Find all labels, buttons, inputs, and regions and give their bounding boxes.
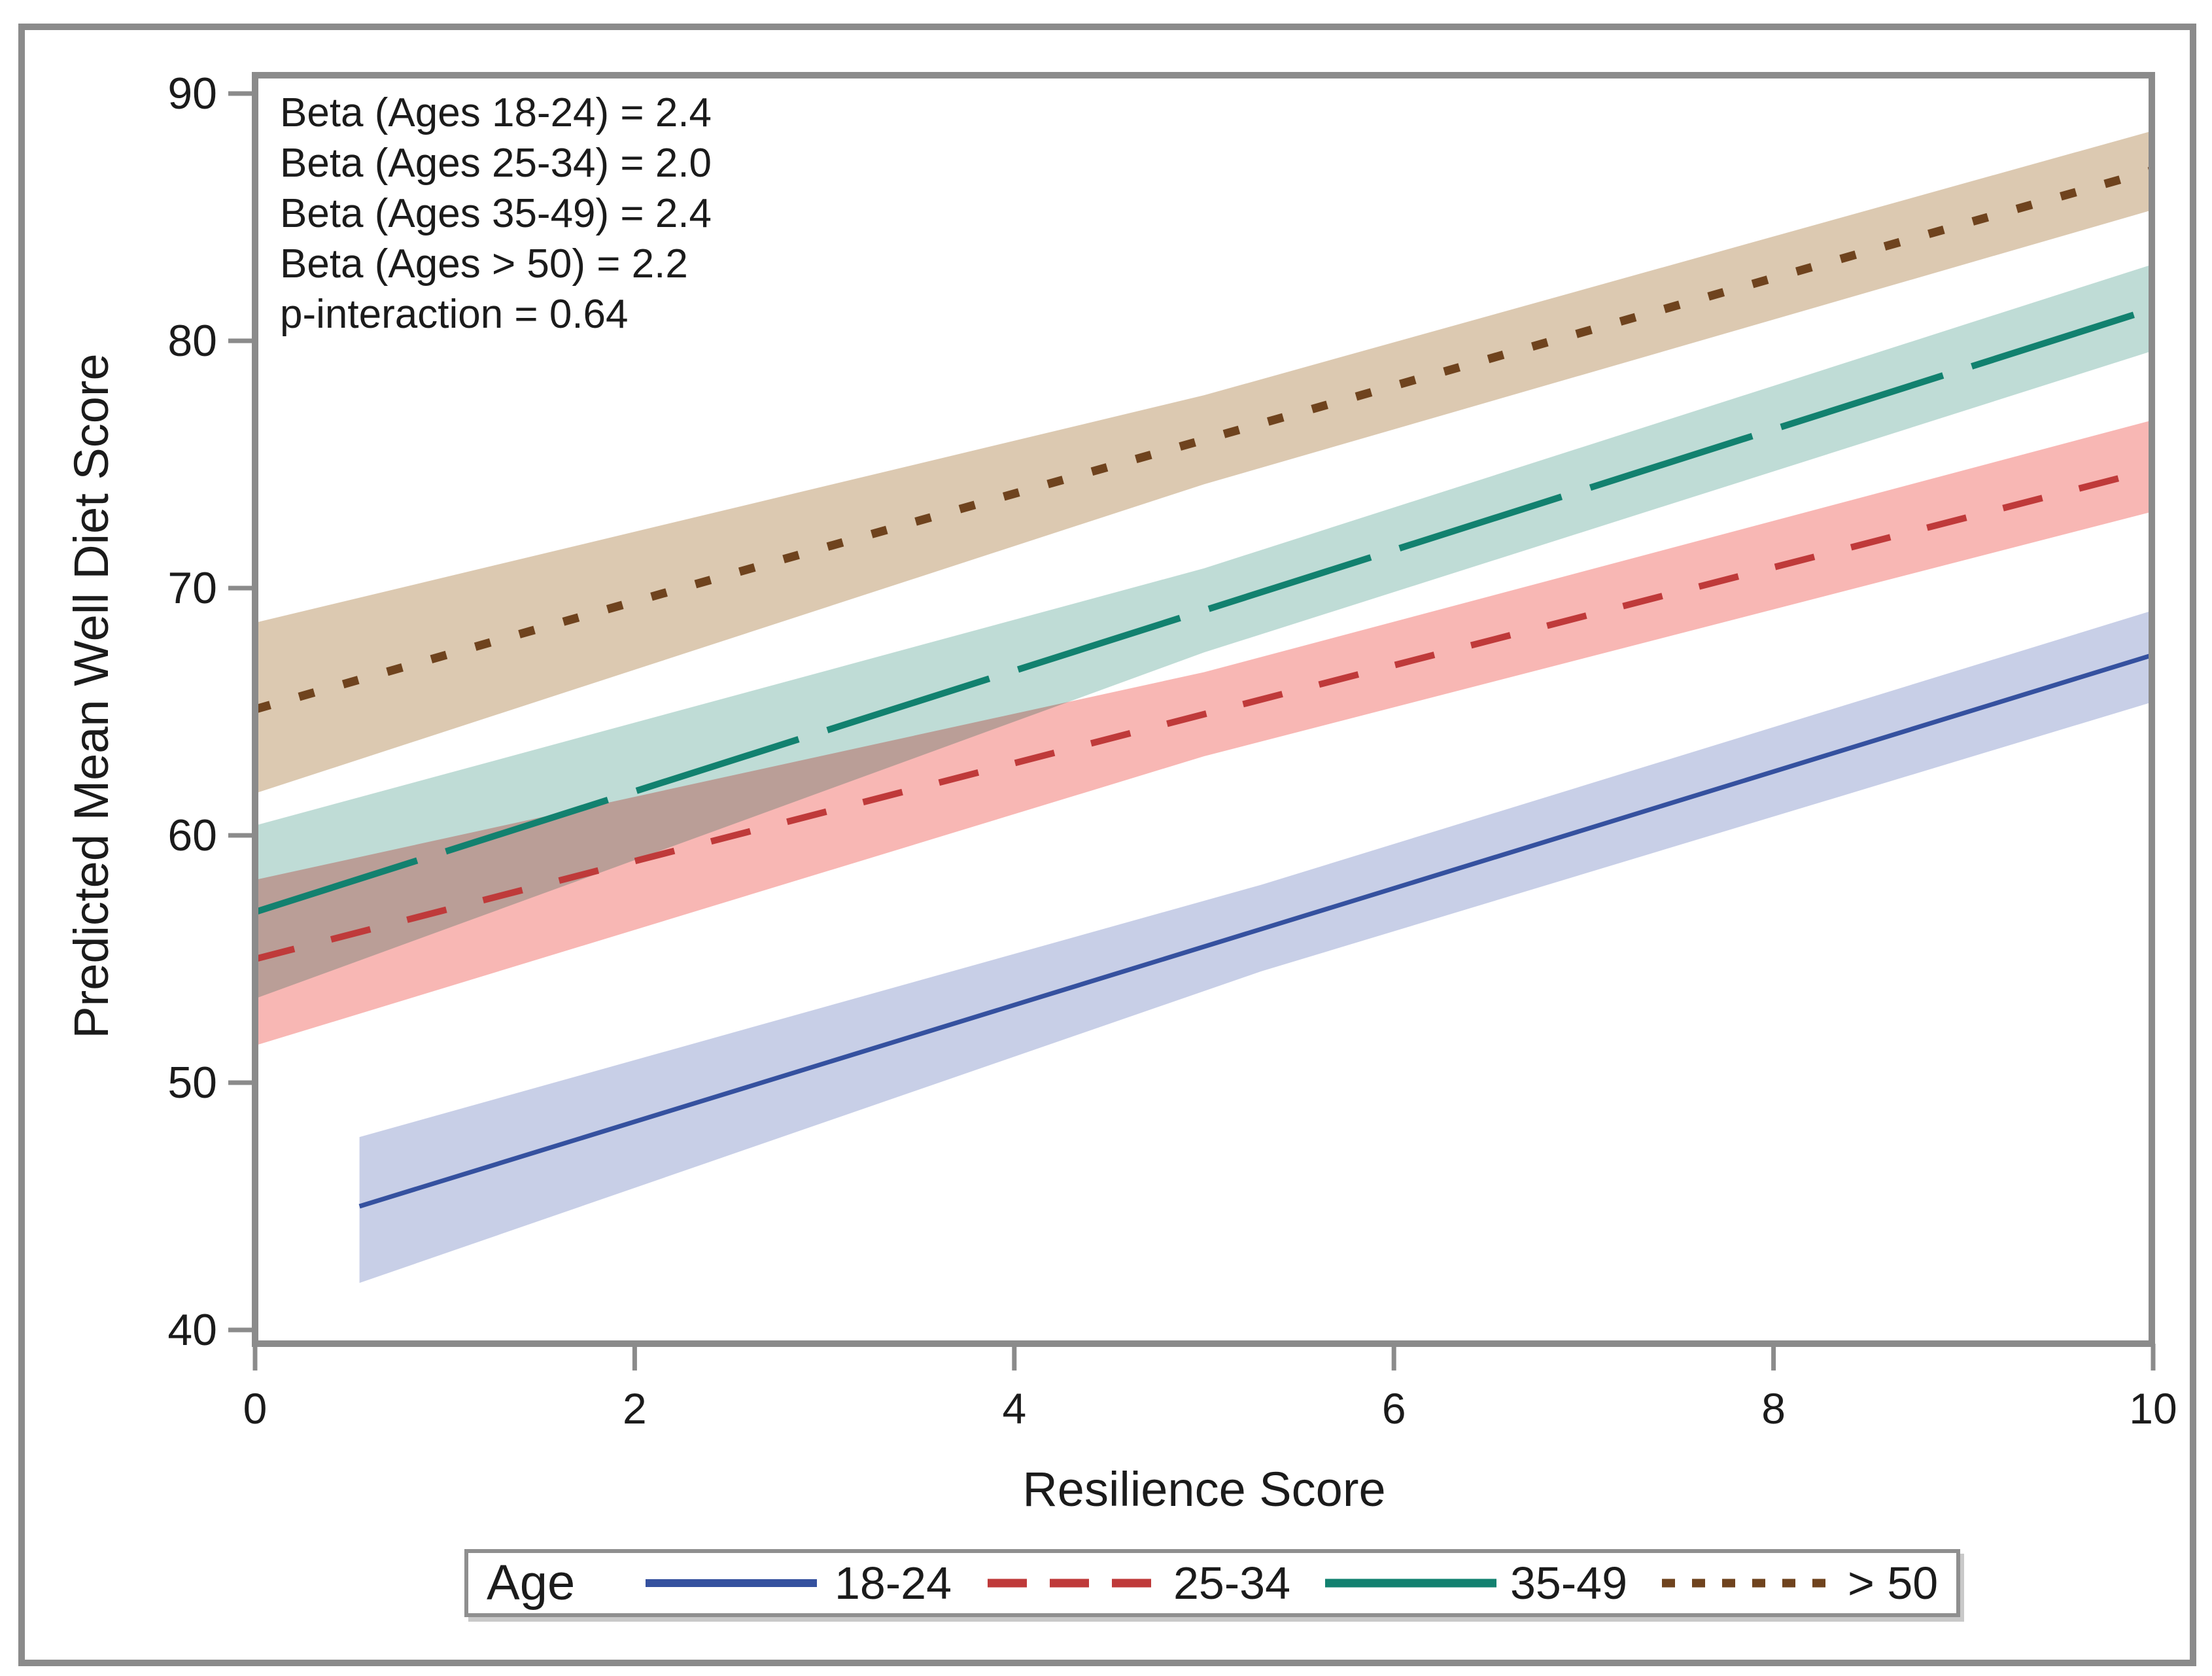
- x-tick-label-2: 2: [623, 1384, 647, 1433]
- legend-label-35-49: 35-49: [1510, 1553, 1627, 1613]
- legend-swatch-50plus: [1661, 1553, 1835, 1613]
- legend-label-50plus: > 50: [1848, 1553, 1938, 1613]
- regression-line-25-34: [254, 466, 2154, 962]
- regression-line-35-49: [254, 306, 2154, 915]
- annotation-line-beta-35-49: Beta (Ages 35-49) = 2.4: [280, 191, 712, 236]
- annotation-line-beta-25-34: Beta (Ages 25-34) = 2.0: [280, 141, 712, 186]
- x-tick-label-6: 6: [1381, 1384, 1406, 1433]
- legend-label-25-34: 25-34: [1173, 1553, 1290, 1613]
- axis-ticks-layer: [228, 91, 2156, 1370]
- confidence-band-25-34: [255, 419, 2153, 1046]
- figure-border: [18, 24, 2196, 1666]
- y-tick-label-60: 60: [167, 811, 217, 860]
- legend-label-text: 25-34: [1173, 1558, 1291, 1609]
- annotation-line-p-interaction: p-interaction = 0.64: [280, 292, 629, 337]
- annotation-box: Beta (Ages 18-24) = 2.4 Beta (Ages 25-34…: [280, 88, 712, 340]
- legend-swatch-35-49: [1324, 1553, 1498, 1613]
- confidence-band-18-24: [359, 610, 2154, 1283]
- confidence-band->50: [255, 130, 2153, 794]
- annotation-line-beta-50plus: Beta (Ages > 50) = 2.2: [280, 241, 688, 287]
- legend-title-label: Age: [487, 1555, 576, 1611]
- y-tick-label-80: 80: [167, 316, 217, 366]
- x-tick-label-10: 10: [2129, 1384, 2177, 1433]
- regression-line-18-24: [358, 652, 2154, 1209]
- regression-line->50: [254, 166, 2154, 714]
- x-tick-label-8: 8: [1761, 1384, 1786, 1433]
- legend-label-18-24: 18-24: [835, 1553, 952, 1613]
- y-axis-title: Predicted Mean Well Diet Score: [64, 353, 118, 1039]
- plot-border: [252, 72, 2155, 1347]
- legend-label-text: 18-24: [835, 1558, 952, 1609]
- legend: Age 18-24 25-34 35-49 > 50: [464, 1549, 1960, 1617]
- y-tick-label-40: 40: [167, 1305, 217, 1355]
- y-tick-label-70: 70: [167, 563, 217, 613]
- y-tick-label-90: 90: [167, 69, 217, 118]
- confidence-bands-layer: [255, 130, 2154, 1283]
- legend-swatch-25-34: [986, 1553, 1160, 1613]
- regression-lines-layer: [254, 166, 2154, 1209]
- x-axis-title: Resilience Score: [1022, 1462, 1386, 1516]
- y-tick-label-50: 50: [167, 1058, 217, 1108]
- legend-label-text: > 50: [1848, 1558, 1939, 1609]
- annotation-line-beta-18-24: Beta (Ages 18-24) = 2.4: [280, 90, 712, 135]
- legend-title: Age: [487, 1553, 575, 1613]
- x-tick-label-0: 0: [243, 1384, 268, 1433]
- legend-label-text: 35-49: [1510, 1558, 1628, 1609]
- x-tick-label-4: 4: [1002, 1384, 1027, 1433]
- legend-swatch-18-24: [644, 1553, 818, 1613]
